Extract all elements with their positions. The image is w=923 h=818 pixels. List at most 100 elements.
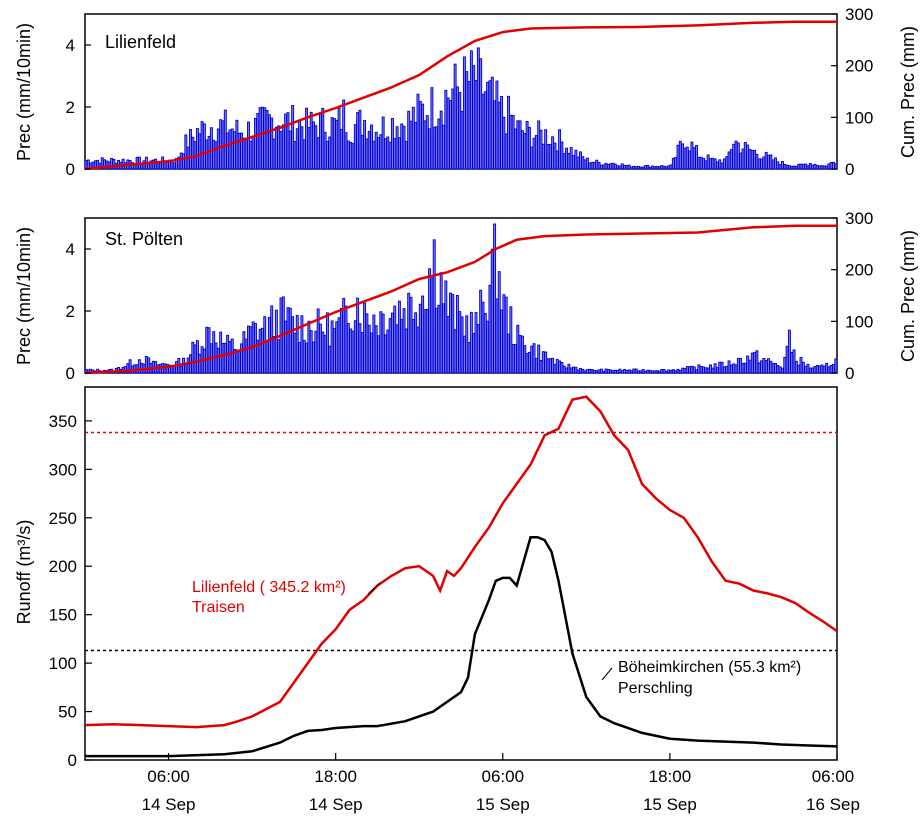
precip-bar-165 bbox=[467, 342, 471, 374]
precip-bar-192 bbox=[530, 345, 534, 374]
precip-bar-45 bbox=[189, 129, 192, 170]
precip-bar-239 bbox=[639, 370, 643, 374]
precip-bar-164 bbox=[465, 315, 469, 374]
precip-bar-305 bbox=[792, 349, 796, 374]
precip-bar-285 bbox=[746, 355, 750, 374]
precip-bar-153 bbox=[439, 272, 443, 374]
precip-bar-55 bbox=[212, 331, 216, 374]
precip-bar-74 bbox=[256, 113, 260, 170]
precip-bar-293 bbox=[764, 359, 768, 374]
precip-bar-123 bbox=[370, 124, 374, 170]
precip-bar-121 bbox=[365, 313, 369, 374]
precip-bar-93 bbox=[300, 126, 304, 170]
annotation-boeheimkirchen-line1: Böheimkirchen (55.3 km²) bbox=[618, 659, 801, 676]
precip-bar-76 bbox=[260, 327, 264, 374]
precip-bar-155 bbox=[444, 89, 448, 170]
precip-bar-78 bbox=[265, 339, 269, 374]
precip-bar-63 bbox=[230, 128, 234, 170]
precip-bar-166 bbox=[469, 311, 473, 374]
precip-bar-162 bbox=[460, 316, 464, 374]
precip-bar-90 bbox=[293, 141, 297, 170]
precip-bar-318 bbox=[822, 365, 826, 374]
precip-bar-200 bbox=[548, 143, 552, 170]
precip-bar-101 bbox=[319, 323, 322, 374]
precip-bar-168 bbox=[474, 80, 478, 170]
precip-bar-199 bbox=[546, 144, 550, 170]
precip-bar-159 bbox=[453, 329, 457, 374]
precip-bar-130 bbox=[386, 329, 390, 374]
precip-bar-41 bbox=[179, 365, 183, 374]
precip-bar-289 bbox=[755, 153, 759, 170]
precip-bar-323 bbox=[834, 163, 838, 170]
precip-bar-201 bbox=[551, 136, 555, 170]
precip-bar-75 bbox=[258, 107, 262, 170]
precip-bar-115 bbox=[351, 143, 355, 170]
x-axis-ticks: 06:00 14 Sep 18:00 14 Sep 06:00 15 Sep 18:00 15… bbox=[142, 753, 860, 814]
precip-bar-147 bbox=[425, 115, 429, 170]
precip-bar-266 bbox=[702, 157, 705, 170]
precip-bar-250 bbox=[664, 370, 668, 374]
precip-bar-146 bbox=[423, 309, 427, 374]
precip-bar-114 bbox=[349, 328, 353, 374]
precip-bar-268 bbox=[706, 367, 710, 374]
precip-bar-266 bbox=[702, 366, 705, 374]
precip-bar-149 bbox=[430, 87, 434, 170]
precip-bar-230 bbox=[618, 165, 622, 170]
precip-bar-193 bbox=[532, 343, 536, 374]
precip-bar-138 bbox=[404, 328, 408, 374]
precip-bar-269 bbox=[709, 364, 712, 374]
precip-bar-60 bbox=[223, 109, 227, 170]
precip-bar-91 bbox=[295, 128, 299, 170]
x-tick-date-label: 16 Sep bbox=[806, 795, 860, 814]
precip-bar-194 bbox=[534, 135, 538, 170]
precip-bar-51 bbox=[202, 123, 206, 170]
precip-bar-112 bbox=[344, 132, 348, 170]
precip-bar-143 bbox=[416, 93, 420, 170]
precip-bar-105 bbox=[328, 136, 332, 170]
right-axis-ticks: 0 100 200 300 bbox=[831, 5, 873, 179]
precip-bar-92 bbox=[298, 120, 302, 170]
precip-bar-100 bbox=[316, 137, 320, 170]
precip-bar-76 bbox=[260, 106, 264, 170]
precip-bar-153 bbox=[439, 110, 443, 170]
precip-bar-98 bbox=[312, 341, 315, 374]
precip-bar-300 bbox=[780, 367, 784, 374]
x-tick-time-label: 06:00 bbox=[482, 767, 525, 786]
precip-bar-120 bbox=[363, 302, 367, 374]
y-tick-label: 350 bbox=[49, 412, 77, 431]
precip-bar-146 bbox=[423, 120, 427, 170]
precip-bar-75 bbox=[258, 328, 262, 374]
precip-bar-202 bbox=[553, 364, 557, 374]
precip-bar-135 bbox=[397, 300, 401, 374]
precip-bar-277 bbox=[727, 360, 731, 374]
precip-bar-120 bbox=[363, 120, 367, 170]
precip-bar-300 bbox=[780, 161, 784, 170]
precip-bar-156 bbox=[446, 97, 450, 170]
precip-bar-202 bbox=[553, 142, 557, 170]
precip-bar-66 bbox=[237, 350, 241, 374]
precip-bar-252 bbox=[669, 369, 673, 374]
precip-bar-188 bbox=[520, 130, 524, 170]
precip-bar-99 bbox=[314, 330, 318, 374]
precip-bar-279 bbox=[732, 143, 736, 170]
precip-bar-35 bbox=[165, 161, 169, 170]
precip-bar-52 bbox=[205, 139, 209, 170]
precip-bar-245 bbox=[653, 166, 657, 170]
precip-bar-251 bbox=[667, 369, 671, 374]
y-tick-label: 4 bbox=[66, 240, 75, 259]
precip-bar-32 bbox=[158, 162, 162, 170]
precip-bar-227 bbox=[611, 162, 615, 170]
precip-bar-190 bbox=[525, 353, 529, 374]
precip-bar-276 bbox=[725, 156, 729, 170]
x-tick-time-label: 06:00 bbox=[812, 767, 855, 786]
precip-bar-188 bbox=[520, 335, 524, 374]
precip-bar-70 bbox=[247, 121, 250, 170]
precip-bar-80 bbox=[270, 117, 274, 170]
precip-bar-244 bbox=[650, 370, 654, 374]
precip-bar-228 bbox=[613, 163, 617, 170]
precip-bar-313 bbox=[811, 164, 815, 170]
precip-bar-211 bbox=[574, 149, 578, 170]
precip-bar-192 bbox=[530, 146, 534, 170]
precip-bar-220 bbox=[595, 159, 599, 170]
precip-bar-205 bbox=[560, 361, 564, 374]
